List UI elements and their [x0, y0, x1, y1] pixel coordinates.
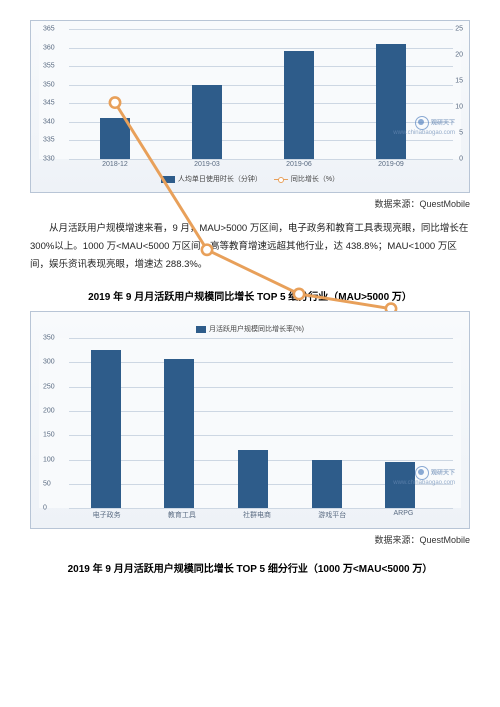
watermark: 观研天下 www.chinabaogao.com	[393, 116, 455, 137]
chart1-legend: 人均单日使用时长（分钟） 同比增长（%）	[39, 174, 461, 184]
chart3-title: 2019 年 9 月月活跃用户规模同比增长 TOP 5 细分行业（1000 万<…	[30, 560, 470, 575]
legend-line-label: 同比增长（%）	[291, 176, 339, 183]
bar	[376, 44, 406, 159]
chart2-title: 2019 年 9 月月活跃用户规模同比增长 TOP 5 细分行业（MAU>500…	[30, 288, 470, 303]
bar	[312, 460, 342, 509]
top5-growth-chart: 月活跃用户规模同比增长率(%) 050100150200250300350 观研…	[30, 311, 470, 529]
watermark: 观研天下 www.chinabaogao.com	[393, 466, 455, 487]
chart2-legend: 月活跃用户规模同比增长率(%)	[39, 320, 461, 338]
watermark-url: www.chinabaogao.com	[393, 130, 455, 136]
bar	[192, 85, 222, 159]
bar	[91, 350, 121, 508]
bar	[238, 450, 268, 508]
source-1: 数据来源：QuestMobile	[30, 197, 470, 210]
watermark-name: 观研天下	[431, 121, 455, 127]
bar	[284, 51, 314, 159]
usage-duration-chart: 3303353403453503553603650510152025 观研天下 …	[30, 20, 470, 193]
bar	[164, 359, 194, 509]
legend-bar-label: 人均单日使用时长（分钟）	[178, 176, 262, 183]
bar	[100, 118, 130, 159]
analysis-paragraph: 从月活跃用户规模增速来看，9 月，MAU>5000 万区间，电子政务和教育工具表…	[30, 220, 470, 274]
source-2: 数据来源：QuestMobile	[30, 533, 470, 546]
